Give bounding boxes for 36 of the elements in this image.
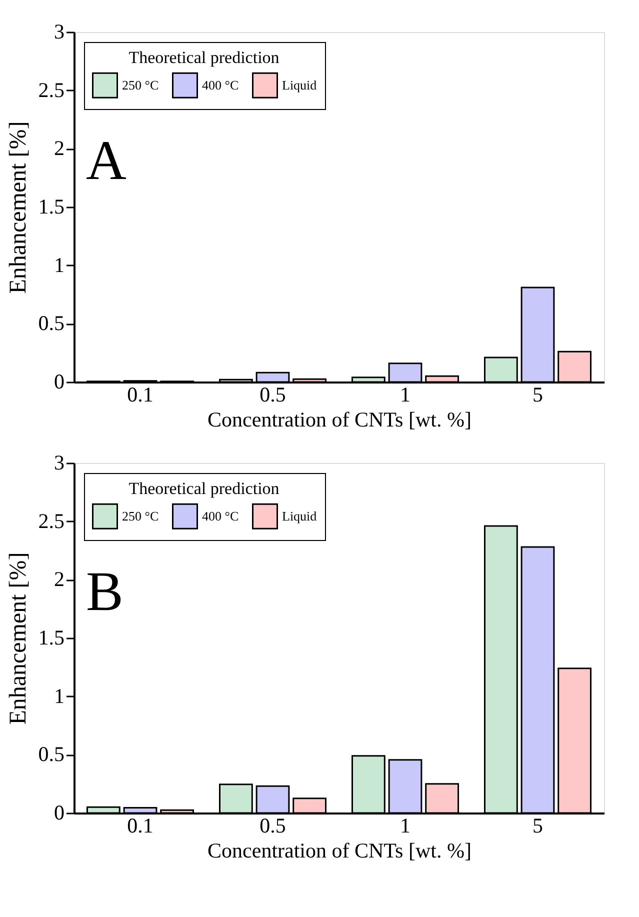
legend-label: 400 °C <box>202 508 239 524</box>
x-tick-label: 0.1 <box>127 382 154 406</box>
x-axis-title: Concentration of CNTs [wt. %] <box>208 838 472 862</box>
x-tick-label: 0.5 <box>260 382 286 406</box>
legend-label: 250 °C <box>122 77 159 92</box>
y-tick-label: 1 <box>54 684 64 708</box>
y-tick-label: 2.5 <box>38 78 64 102</box>
y-tick-label: 3 <box>54 20 64 44</box>
y-tick-label: 0 <box>54 370 64 394</box>
y-tick-label: 0.5 <box>38 742 64 766</box>
legend-label: 250 °C <box>122 508 159 524</box>
legend-label: Liquid <box>282 77 318 92</box>
y-tick-label: 2 <box>54 136 64 160</box>
x-axis-title: Concentration of CNTs [wt. %] <box>208 408 472 432</box>
y-axis-title: Enhancement [%] <box>5 552 32 725</box>
y-tick-label: 3 <box>54 450 64 474</box>
x-tick-label: 0.5 <box>260 814 286 838</box>
y-tick-label: 0 <box>54 800 64 824</box>
legend-label: Liquid <box>282 508 318 524</box>
y-tick-label: 0.5 <box>38 311 64 336</box>
annotation: A <box>86 130 127 192</box>
x-tick-label: 5 <box>532 382 543 406</box>
y-tick-label: 2 <box>54 567 64 592</box>
y-tick-label: 1.5 <box>38 194 64 218</box>
x-tick-label: 1 <box>400 814 410 838</box>
x-tick-label: 1 <box>400 382 410 406</box>
y-tick-label: 2.5 <box>38 508 64 533</box>
y-axis-title: Enhancement [%] <box>5 121 32 294</box>
annotation: B <box>86 561 124 623</box>
legend-title: Theoretical prediction <box>128 48 280 67</box>
legend-label: 400 °C <box>202 77 239 92</box>
legend-title: Theoretical prediction <box>128 479 280 498</box>
y-tick-label: 1 <box>54 252 64 277</box>
x-tick-label: 0.1 <box>127 814 154 838</box>
y-tick-label: 1.5 <box>38 626 64 650</box>
x-tick-label: 5 <box>532 814 543 838</box>
